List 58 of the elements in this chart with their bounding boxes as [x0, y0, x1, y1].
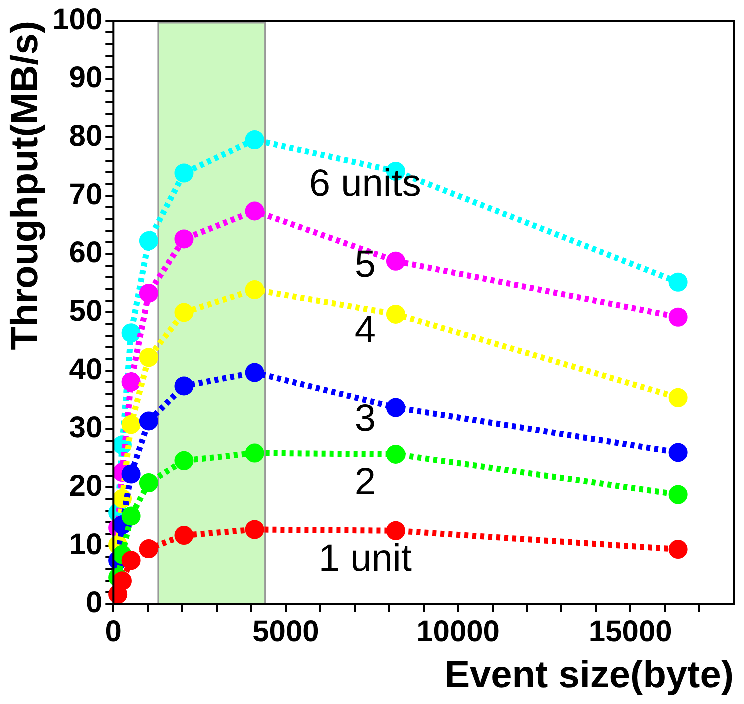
point: [245, 363, 264, 382]
y-axis-title: Throughput(MB/s): [4, 21, 46, 350]
x-tick-label: 10000: [416, 616, 500, 649]
point: [668, 308, 688, 327]
point: [386, 304, 406, 324]
point: [174, 451, 194, 470]
point: [668, 443, 688, 462]
point: [386, 398, 406, 418]
point: [245, 280, 264, 300]
point: [139, 474, 158, 493]
point: [386, 444, 406, 464]
y-tick-label: 0: [86, 586, 103, 620]
point: [122, 415, 141, 434]
point: [174, 303, 194, 322]
point: [122, 372, 141, 392]
point: [139, 348, 158, 368]
point: [174, 164, 194, 183]
point: [245, 202, 264, 221]
y-tick-label: 50: [69, 294, 103, 328]
y-tick-label: 80: [69, 120, 103, 153]
point: [122, 464, 141, 484]
y-tick-label: 10: [69, 528, 103, 562]
x-tick-label: 5000: [252, 616, 320, 649]
series-label: 3: [354, 398, 376, 440]
point: [386, 521, 406, 540]
point: [122, 324, 141, 343]
point: [668, 540, 688, 560]
x-axis-title: Event size(byte): [444, 654, 734, 697]
point: [174, 376, 194, 396]
point: [122, 551, 141, 570]
point: [174, 230, 194, 249]
point: [245, 130, 264, 150]
point: [139, 412, 158, 431]
point: [139, 231, 158, 250]
y-tick-label: 100: [52, 3, 103, 36]
y-tick-label: 40: [69, 353, 103, 386]
series-label: 6 units: [309, 163, 422, 206]
point: [122, 506, 141, 526]
point: [245, 520, 264, 540]
point: [668, 272, 688, 292]
y-tick-label: 60: [69, 236, 103, 270]
x-tick-label: 15000: [588, 616, 672, 649]
y-tick-label: 70: [69, 178, 103, 212]
point: [245, 444, 264, 463]
point: [139, 284, 158, 303]
point: [668, 388, 688, 408]
point: [386, 252, 406, 271]
y-tick-label: 30: [69, 412, 103, 445]
point: [112, 572, 132, 591]
y-tick-label: 20: [69, 470, 103, 503]
series-label: 5: [354, 244, 376, 286]
point: [668, 485, 688, 504]
y-tick-label: 90: [69, 62, 103, 95]
series-label: 1 unit: [318, 538, 412, 580]
point: [139, 539, 158, 558]
series-label: 4: [354, 310, 376, 352]
series-label: 2: [354, 461, 376, 504]
point: [174, 526, 194, 546]
